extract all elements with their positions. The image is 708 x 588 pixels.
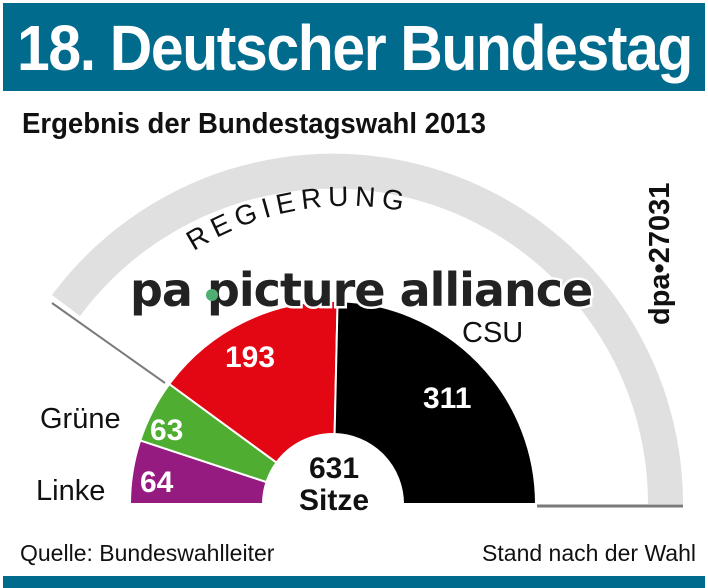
title-banner: 18. Deutscher Bundestag: [3, 3, 705, 91]
label-csu: CSU: [462, 317, 523, 349]
page-title: 18. Deutscher Bundestag: [17, 12, 693, 84]
label-gruene: Grüne: [40, 403, 121, 435]
total-seats-label: Sitze: [299, 484, 369, 517]
value-gruene: 63: [150, 414, 183, 447]
government-arc-band: [52, 153, 684, 505]
watermark-dot-icon: [206, 289, 218, 301]
segment-spd: [167, 300, 339, 464]
value-linke: 64: [140, 466, 174, 499]
chart-subtitle: Ergebnis der Bundestagswahl 2013: [22, 108, 486, 140]
government-arc-connector: [51, 302, 166, 384]
status-note: Stand nach der Wahl: [482, 540, 696, 566]
source-note: Quelle: Bundeswahlleiter: [20, 540, 275, 566]
bottom-bar: [3, 576, 705, 588]
total-seats-value: 631: [309, 452, 359, 485]
segment-cdu-csu: [333, 300, 538, 505]
value-cdu-csu: 311: [423, 382, 471, 415]
label-linke: Linke: [36, 475, 105, 507]
watermark-logo: pa picture alliance: [130, 263, 592, 317]
value-spd: 193: [225, 341, 275, 374]
